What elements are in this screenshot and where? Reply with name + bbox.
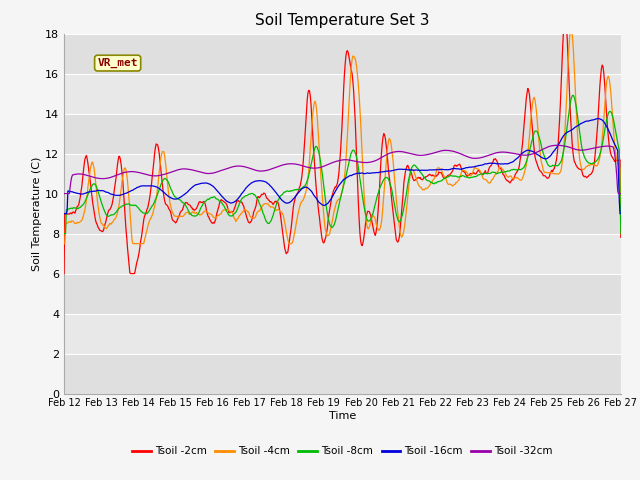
Bar <box>64 34 621 73</box>
Tsoil -4cm <box>60 240 68 247</box>
Tsoil -2cm <box>617 234 625 240</box>
Tsoil -32cm <box>617 191 625 196</box>
Tsoil -4cm <box>426 181 434 187</box>
Tsoil -2cm <box>410 178 418 183</box>
X-axis label: Time: Time <box>329 411 356 421</box>
Tsoil -32cm <box>127 168 135 174</box>
Line: Tsoil -2cm: Tsoil -2cm <box>64 17 621 274</box>
Line: Tsoil -32cm: Tsoil -32cm <box>64 145 621 193</box>
Tsoil -16cm <box>184 189 192 194</box>
Text: VR_met: VR_met <box>97 58 138 68</box>
Tsoil -4cm <box>184 209 192 215</box>
Tsoil -8cm <box>127 203 135 208</box>
Tsoil -4cm <box>127 228 135 234</box>
Line: Tsoil -4cm: Tsoil -4cm <box>64 28 621 243</box>
Tsoil -8cm <box>184 207 192 213</box>
Bar <box>64 354 621 394</box>
Tsoil -2cm <box>70 209 78 215</box>
Tsoil -32cm <box>214 169 221 175</box>
Tsoil -4cm <box>410 169 418 175</box>
Tsoil -2cm <box>127 271 135 276</box>
Tsoil -16cm <box>214 188 221 194</box>
Tsoil -16cm <box>60 211 68 216</box>
Line: Tsoil -8cm: Tsoil -8cm <box>64 95 621 234</box>
Tsoil -16cm <box>426 167 434 173</box>
Tsoil -2cm <box>184 201 192 207</box>
Tsoil -2cm <box>561 14 569 20</box>
Tsoil -8cm <box>617 230 625 236</box>
Tsoil -2cm <box>214 209 221 215</box>
Tsoil -32cm <box>60 191 68 196</box>
Tsoil -16cm <box>595 116 602 121</box>
Tsoil -32cm <box>70 172 78 178</box>
Tsoil -32cm <box>184 166 192 172</box>
Y-axis label: Soil Temperature (C): Soil Temperature (C) <box>32 156 42 271</box>
Tsoil -2cm <box>426 172 434 178</box>
Tsoil -16cm <box>127 188 135 193</box>
Tsoil -32cm <box>410 152 418 157</box>
Tsoil -2cm <box>60 271 68 276</box>
Tsoil -8cm <box>569 92 577 98</box>
Tsoil -4cm <box>568 25 575 31</box>
Tsoil -8cm <box>214 196 221 202</box>
Bar <box>64 193 621 234</box>
Tsoil -8cm <box>410 162 418 168</box>
Title: Soil Temperature Set 3: Soil Temperature Set 3 <box>255 13 429 28</box>
Tsoil -4cm <box>214 213 221 219</box>
Tsoil -8cm <box>426 179 434 185</box>
Legend: Tsoil -2cm, Tsoil -4cm, Tsoil -8cm, Tsoil -16cm, Tsoil -32cm: Tsoil -2cm, Tsoil -4cm, Tsoil -8cm, Tsoi… <box>128 442 557 460</box>
Tsoil -16cm <box>617 211 625 216</box>
Line: Tsoil -16cm: Tsoil -16cm <box>64 119 621 214</box>
Tsoil -32cm <box>554 143 561 148</box>
Tsoil -8cm <box>70 205 78 211</box>
Tsoil -32cm <box>426 151 434 157</box>
Tsoil -16cm <box>70 190 78 195</box>
Tsoil -4cm <box>617 222 625 228</box>
Bar <box>64 114 621 154</box>
Bar <box>64 274 621 313</box>
Tsoil -8cm <box>60 231 68 237</box>
Tsoil -4cm <box>70 219 78 225</box>
Tsoil -16cm <box>410 168 418 173</box>
